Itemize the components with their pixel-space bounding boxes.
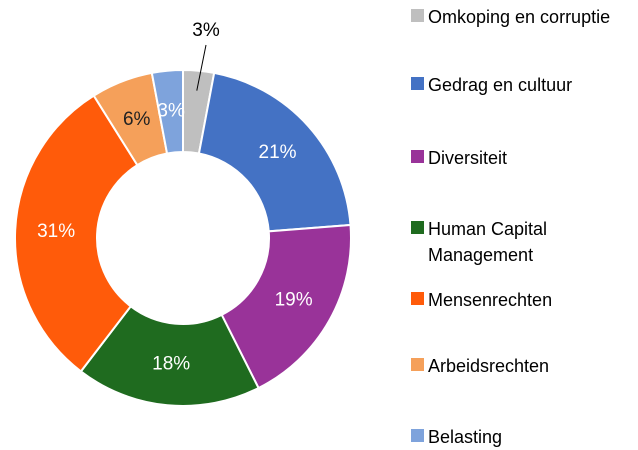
legend-label: Arbeidsrechten: [428, 356, 550, 376]
slice: [14, 94, 139, 373]
legend-swatch: [411, 358, 424, 371]
data-label: 3%: [157, 101, 185, 122]
slice: [220, 223, 352, 390]
legend-item: Human Capital Management: [411, 216, 618, 268]
data-label: 18%: [152, 353, 190, 374]
legend-item: Mensenrechten: [411, 287, 618, 313]
slice: [197, 71, 352, 233]
data-label: 6%: [123, 109, 151, 130]
data-label: 3%: [192, 20, 220, 41]
legend-item: Belasting: [411, 424, 618, 450]
slice: [79, 304, 260, 407]
legend-label: Human Capital Management: [428, 219, 548, 265]
legend-label: Gedrag en cultuur: [428, 75, 573, 95]
data-label: 21%: [259, 142, 297, 163]
legend-label: Diversiteit: [428, 148, 508, 168]
legend-swatch: [411, 221, 424, 234]
chart: 3% 21% 19% 18% 31% 6% 3%: [14, 20, 352, 407]
leader-line: [196, 44, 207, 91]
legend-label: Belasting: [428, 427, 503, 447]
legend-item: Omkoping en corruptie: [411, 4, 618, 30]
slice: [150, 68, 184, 155]
data-label: 19%: [275, 289, 313, 310]
legend-swatch: [411, 77, 424, 90]
legend-swatch: [411, 150, 424, 163]
legend-item: Arbeidsrechten: [411, 353, 618, 379]
legend-item: Gedrag en cultuur: [411, 72, 618, 98]
legend-swatch: [411, 429, 424, 442]
data-label: 31%: [37, 221, 75, 242]
legend-label: Mensenrechten: [428, 290, 553, 310]
legend-item: Diversiteit: [411, 145, 618, 171]
legend-swatch: [411, 292, 424, 305]
legend-label: Omkoping en corruptie: [428, 7, 611, 27]
legend-swatch: [411, 9, 424, 22]
